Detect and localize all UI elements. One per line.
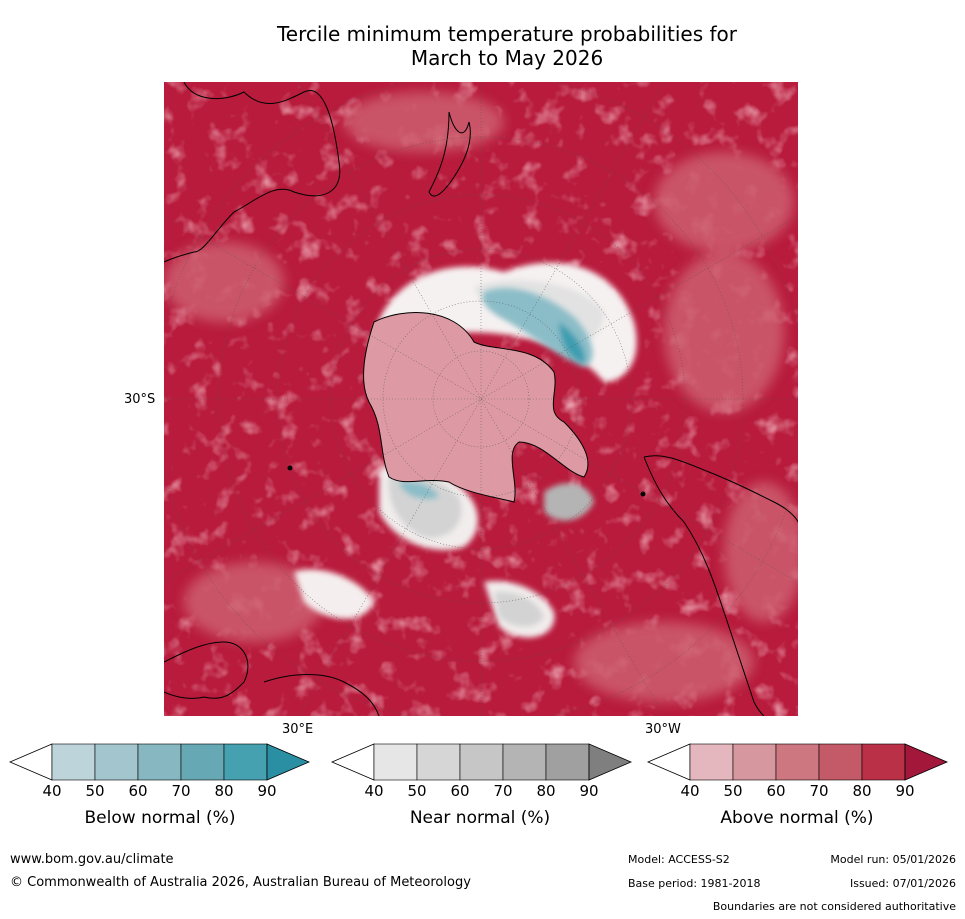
near-normal-tick-label: 50 xyxy=(407,782,427,800)
below-normal-label: Below normal (%) xyxy=(84,808,236,828)
near-normal-colorbar-segment xyxy=(502,743,547,781)
below-normal-tick-label: 80 xyxy=(214,782,234,800)
chart-title: Tercile minimum temperature probabilitie… xyxy=(160,22,854,70)
below-normal-patches xyxy=(399,288,593,499)
above-normal-colorbar-segment xyxy=(732,743,777,781)
footer-url[interactable]: www.bom.gov.au/climate xyxy=(10,852,174,867)
near-normal-colorbar-segment xyxy=(373,743,418,781)
footer-base-period: Base period: 1981-2018 xyxy=(628,877,761,890)
below-normal-tick-label: 60 xyxy=(128,782,148,800)
above-normal-colorbar-segment xyxy=(818,743,863,781)
above-normal-tick-label: 50 xyxy=(723,782,743,800)
below-normal-colorbar-high-arrow xyxy=(266,743,311,781)
near-normal-colorbar-low-arrow xyxy=(330,743,375,781)
below-normal-colorbar-segment xyxy=(51,743,96,781)
above-normal-colorbar-low-arrow xyxy=(646,743,691,781)
near-normal-tick-label: 40 xyxy=(364,782,384,800)
near-normal-colorbar-segment xyxy=(459,743,504,781)
above-normal-tick-label: 40 xyxy=(680,782,700,800)
near-normal-tick-label: 90 xyxy=(579,782,599,800)
below-normal-colorbar-segment xyxy=(223,743,268,781)
graticule xyxy=(164,82,798,716)
below-normal-colorbar-segment xyxy=(180,743,225,781)
near-normal-colorbar xyxy=(330,743,633,781)
below-normal-tick-label: 90 xyxy=(257,782,277,800)
near-normal-tick-label: 70 xyxy=(493,782,513,800)
below-normal-colorbar-low-arrow xyxy=(8,743,53,781)
latitude-label-30s: 30°S xyxy=(124,392,156,407)
below-normal-colorbar-segment xyxy=(94,743,139,781)
colorbars xyxy=(8,743,949,781)
footer-issued: Issued: 07/01/2026 xyxy=(849,877,956,890)
above-normal-tick-label: 70 xyxy=(809,782,829,800)
above-normal-colorbar-segment xyxy=(775,743,820,781)
below-normal-tick-label: 40 xyxy=(42,782,62,800)
footer-copyright: © Commonwealth of Australia 2026, Austra… xyxy=(10,875,471,890)
probability-map xyxy=(164,82,798,716)
longitude-label-30e: 30°E xyxy=(282,722,314,737)
above-normal-tick-label: 80 xyxy=(852,782,872,800)
title-line-2: March to May 2026 xyxy=(410,46,604,70)
footer-model-run: Model run: 05/01/2026 xyxy=(830,853,956,866)
near-normal-colorbar-high-arrow xyxy=(588,743,633,781)
coastlines xyxy=(164,82,798,716)
above-normal-tick-label: 90 xyxy=(895,782,915,800)
below-normal-colorbar xyxy=(8,743,311,781)
near-normal-colorbar-segment xyxy=(545,743,590,781)
near-normal-colorbar-segment xyxy=(416,743,461,781)
above-mid-regions xyxy=(164,92,798,702)
near-normal-tick-label: 60 xyxy=(450,782,470,800)
above-normal-colorbar-high-arrow xyxy=(904,743,949,781)
near-normal-label: Near normal (%) xyxy=(409,808,551,828)
footer-disclaimer: Boundaries are not considered authoritat… xyxy=(712,900,956,913)
title-line-1: Tercile minimum temperature probabilitie… xyxy=(276,22,738,46)
above-normal-label: Above normal (%) xyxy=(720,808,874,828)
above-normal-colorbar-segment xyxy=(861,743,906,781)
above-normal-tick-label: 60 xyxy=(766,782,786,800)
below-normal-colorbar-segment xyxy=(137,743,182,781)
below-normal-tick-label: 50 xyxy=(85,782,105,800)
colorbar-ticks: 40 50 60 70 80 90 40 50 60 70 80 90 40 50 60 70 80 90 xyxy=(0,782,965,802)
above-normal-colorbar xyxy=(646,743,949,781)
above-normal-colorbar-segment xyxy=(689,743,734,781)
below-normal-tick-label: 70 xyxy=(171,782,191,800)
footer-model: Model: ACCESS-S2 xyxy=(628,853,730,866)
near-normal-tick-label: 80 xyxy=(536,782,556,800)
longitude-label-30w: 30°W xyxy=(645,722,681,737)
